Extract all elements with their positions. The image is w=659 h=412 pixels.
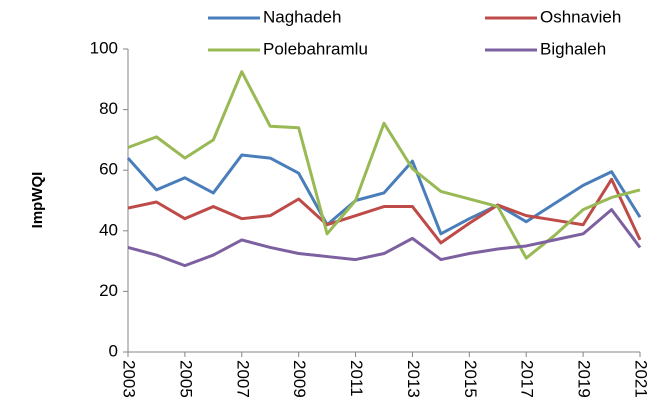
y-axis-label: ImpWQI: [29, 172, 46, 229]
x-tick-label: 2013: [404, 360, 423, 398]
series-line: [127, 70, 641, 260]
y-tick-label: 100: [90, 38, 118, 57]
y-tick-label: 20: [99, 281, 118, 300]
x-tick-label: 2019: [575, 360, 594, 398]
y-tick-label: 80: [99, 99, 118, 118]
x-tick-label: 2017: [518, 360, 537, 398]
y-tick-label: 40: [99, 220, 118, 239]
legend-label: Oshnavieh: [540, 7, 621, 26]
legend-label: Bighaleh: [540, 39, 606, 58]
legend-label: Polebahramlu: [263, 39, 368, 58]
series-line: [127, 177, 642, 245]
series-line: [127, 208, 642, 268]
x-tick-label: 2021: [632, 360, 651, 398]
y-tick-label: 0: [109, 341, 118, 360]
x-tick-label: 2009: [290, 360, 309, 398]
legend-label: Naghadeh: [263, 7, 341, 26]
x-tick-label: 2005: [176, 360, 195, 398]
x-tick-label: 2011: [347, 360, 366, 397]
x-tick-label: 2015: [461, 360, 480, 398]
x-tick-label: 2003: [120, 360, 139, 398]
y-tick-label: 60: [99, 160, 118, 179]
x-tick-label: 2007: [233, 360, 252, 398]
series-line: [126, 153, 642, 236]
